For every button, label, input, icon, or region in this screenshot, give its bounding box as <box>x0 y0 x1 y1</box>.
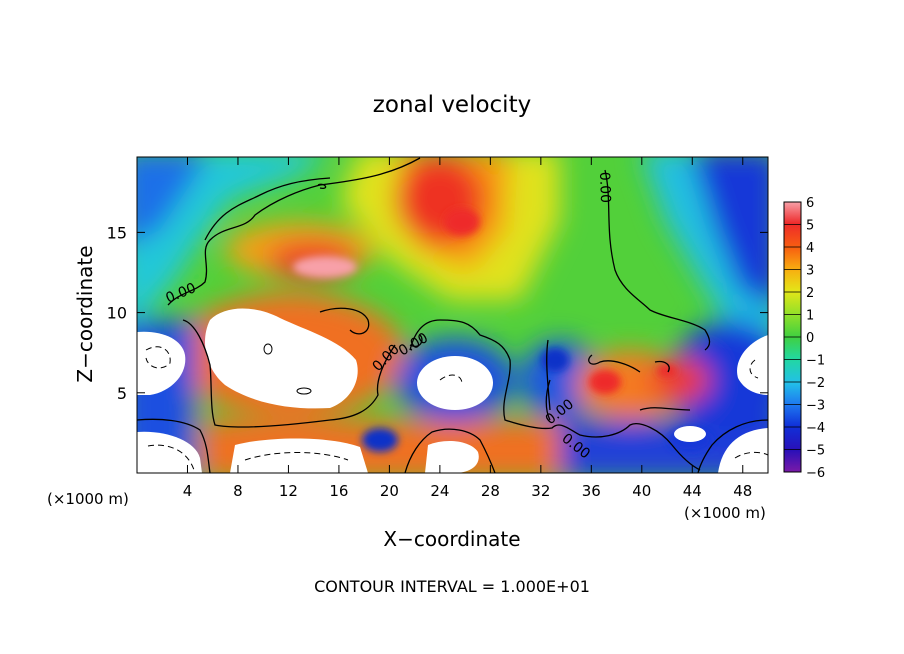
contour-label: 0.00 <box>596 172 613 204</box>
colorbar-tick-label: 0 <box>806 331 814 346</box>
x-tick-label: 12 <box>279 482 298 500</box>
colorbar-tick-label: 5 <box>806 219 814 234</box>
negative-contour-lines <box>145 346 768 471</box>
colorbar-tick-label: −1 <box>806 354 825 369</box>
x-tick-label: 40 <box>632 482 651 500</box>
x-tick-label: 20 <box>380 482 399 500</box>
colorbar-tick-label: 6 <box>806 196 814 211</box>
colorbar-tick-label: −6 <box>806 466 825 481</box>
colorbar-tick-label: 3 <box>806 264 814 279</box>
colorbar-tick-label: 1 <box>806 309 814 324</box>
y-tick-label: 10 <box>107 304 127 323</box>
contour-interval-footer: CONTOUR INTERVAL = 1.000E+01 <box>314 577 590 596</box>
x-tick-label: 48 <box>733 482 752 500</box>
colorbar-tick-label: 2 <box>806 286 814 301</box>
colorbar-tick-label: −3 <box>806 399 825 414</box>
colorbar-ticks: 6 5 4 3 2 1 0 −1 −2 −3 −4 −5 −6 <box>784 196 825 481</box>
x-tick-label: 16 <box>329 482 348 500</box>
y-tick-label: 15 <box>107 223 127 242</box>
plot-frame <box>136 156 769 474</box>
colorbar-tick-label: −2 <box>806 376 825 391</box>
y-tick-label: 5 <box>117 384 127 403</box>
inner-contours <box>263 343 312 395</box>
y-axis-label: Z−coordinate <box>73 245 97 382</box>
x-axis: 4 8 12 16 20 24 28 32 36 40 44 48 <box>183 157 752 500</box>
x-tick-label: 32 <box>531 482 550 500</box>
x-tick-label: 24 <box>430 482 449 500</box>
x-unit-right: (×1000 m) <box>684 504 766 522</box>
colorbar: 6 5 4 3 2 1 0 −1 −2 −3 −4 −5 −6 <box>783 196 825 481</box>
x-unit-left: (×1000 m) <box>47 490 129 508</box>
colorbar-tick-label: −5 <box>806 444 825 459</box>
colorbar-tick-label: 4 <box>806 241 814 256</box>
x-axis-label: X−coordinate <box>383 527 520 551</box>
contour-lines <box>137 157 768 473</box>
colorbar-tick-label: −4 <box>806 421 825 436</box>
y-axis: 5 10 15 <box>107 223 768 403</box>
x-tick-label: 36 <box>582 482 601 500</box>
heatmap-field <box>137 157 768 473</box>
x-tick-label: 8 <box>233 482 243 500</box>
chart-title: zonal velocity <box>373 92 531 118</box>
x-tick-label: 44 <box>683 482 702 500</box>
x-tick-label: 28 <box>481 482 500 500</box>
x-tick-label: 4 <box>183 482 193 500</box>
